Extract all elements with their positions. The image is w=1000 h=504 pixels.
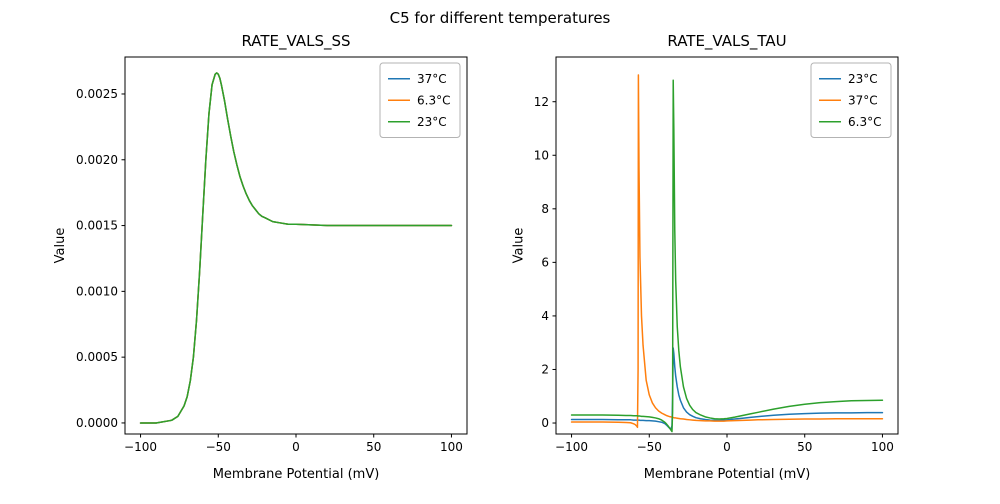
plot-canvas-1: −100 −50 0 50 100 0 2 4 6 8 10 12 RATE_VALS_TAU Membr… <box>511 32 899 482</box>
series-line-6.3°C <box>570 79 884 433</box>
x-tick-label: 0 <box>723 440 731 454</box>
legend: 23°C 37°C 6.3°C <box>810 62 892 138</box>
series-lines <box>570 74 884 433</box>
y-axis-label: Value <box>511 228 526 264</box>
y-tick-label: 10 <box>534 148 549 162</box>
legend-label: 23°C <box>848 72 878 86</box>
y-tick-label: 0.0020 <box>76 153 118 167</box>
x-axis: −100 −50 0 50 100 <box>555 434 894 454</box>
series-line-23°C <box>139 72 453 424</box>
y-tick-label: 8 <box>541 202 549 216</box>
x-tick-label: 100 <box>871 440 894 454</box>
legend-label: 37°C <box>417 72 447 86</box>
plot-canvas-0: −100 −50 0 50 1000.00000.00050.00100.00150.0… <box>53 32 468 482</box>
legend-box <box>379 62 461 138</box>
y-tick-label: 0.0015 <box>76 219 118 233</box>
legend-label: 37°C <box>848 93 878 107</box>
x-axis-label: Membrane Potential (mV) <box>644 467 811 482</box>
series-line-37°C <box>570 74 884 429</box>
legend-label: 6.3°C <box>848 115 881 129</box>
chart-rate-vals-tau: −100 −50 0 50 100 0 2 4 6 8 10 12 RATE_VALS_TAU Membr… <box>500 0 1000 500</box>
figure-title: C5 for different temperatures <box>389 9 611 27</box>
y-tick-label: 12 <box>534 95 549 109</box>
legend-label: 23°C <box>417 115 447 129</box>
y-tick-label: 0.0025 <box>76 87 118 101</box>
x-tick-label: −50 <box>206 440 231 454</box>
y-axis: 0 2 4 6 8 10 12 <box>534 95 556 430</box>
x-axis: −100 −50 0 50 100 <box>124 434 463 454</box>
y-axis: 0.0000 0.0005 0.0010 0.0015 0.0020 0.0025 <box>76 87 125 430</box>
x-tick-label: 0 <box>292 440 300 454</box>
legend-label: 6.3°C <box>417 93 450 107</box>
series-line-23°C <box>570 347 884 430</box>
y-tick-label: 6 <box>541 255 549 269</box>
chart-rate-vals-ss: −100 −50 0 50 100 0.0000 0.0005 0.0010 0.0015 0.0… <box>0 0 500 500</box>
series-lines <box>139 72 453 424</box>
y-tick-label: 4 <box>541 309 549 323</box>
y-axis-label: Value <box>53 228 68 264</box>
y-tick-label: 0.0005 <box>76 350 118 364</box>
x-tick-label: 50 <box>366 440 381 454</box>
x-tick-label: −100 <box>555 440 588 454</box>
x-tick-label: −50 <box>637 440 662 454</box>
subplot-title: RATE_VALS_TAU <box>667 32 786 51</box>
subplot-title: RATE_VALS_SS <box>241 32 350 51</box>
y-tick-label: 0.0000 <box>76 416 118 430</box>
x-axis-label: Membrane Potential (mV) <box>213 467 380 482</box>
x-tick-label: 100 <box>440 440 463 454</box>
legend: 37°C 6.3°C 23°C <box>379 62 461 138</box>
x-tick-label: −100 <box>124 440 157 454</box>
x-tick-label: 50 <box>797 440 812 454</box>
y-tick-label: 0 <box>541 416 549 430</box>
legend-box <box>810 62 892 138</box>
y-tick-label: 0.0010 <box>76 284 118 298</box>
y-tick-label: 2 <box>541 363 549 377</box>
